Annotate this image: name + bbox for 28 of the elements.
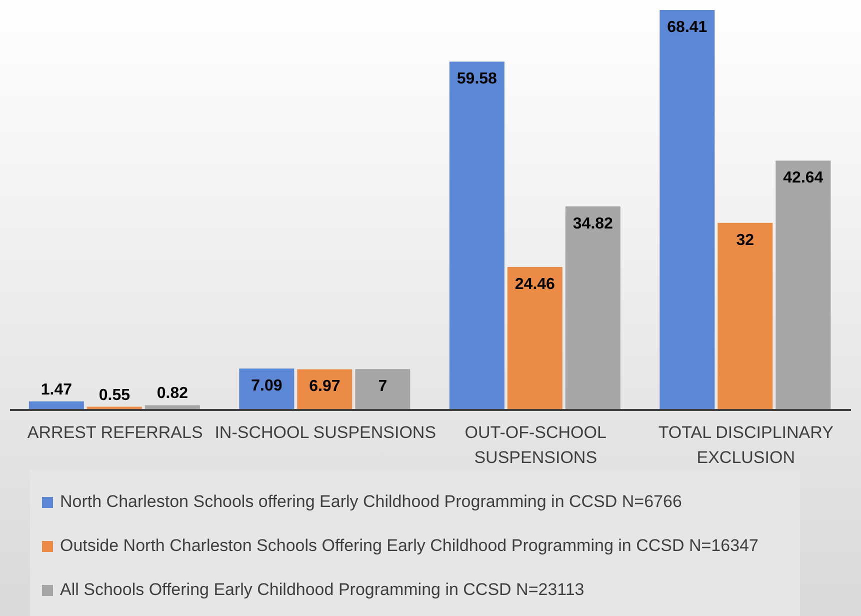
legend-label: All Schools Offering Early Childhood Programming in CCSD N=23113 — [60, 580, 584, 600]
data-label: 0.82 — [156, 385, 188, 402]
x-tick-label: ARREST REFERRALS — [27, 423, 203, 442]
bar — [507, 266, 562, 410]
data-label: 34.82 — [572, 215, 614, 232]
bar — [297, 369, 352, 410]
bar — [449, 62, 504, 410]
legend-label: North Charleston Schools offering Early Childhood Programming in CCSD N=6766 — [60, 492, 682, 512]
data-label: 59.58 — [456, 70, 498, 88]
data-label: 7.09 — [251, 378, 282, 395]
x-tick-label: OUT-OF-SCHOOL SUSPENSIONS — [464, 423, 606, 468]
bar — [355, 369, 410, 410]
bar — [718, 222, 773, 410]
legend-label: Outside North Charleston Schools Offering Early Childhood Programming in CCSD N=16347 — [60, 536, 758, 556]
x-tick-label: IN-SCHOOL SUSPENSIONS — [214, 423, 436, 442]
bar — [565, 206, 620, 410]
bar — [776, 160, 831, 410]
bar — [660, 10, 715, 410]
data-label: 68.41 — [667, 19, 708, 36]
data-label: 0.55 — [98, 386, 130, 404]
x-tick-label: TOTAL DISCIPLINARY EXCLUSION — [658, 423, 834, 468]
data-label: 24.46 — [514, 276, 556, 293]
data-label: 32 — [736, 232, 754, 249]
data-label: 6.97 — [309, 378, 340, 396]
bar — [239, 368, 294, 410]
data-label: 7 — [378, 378, 388, 396]
data-label: 42.64 — [783, 170, 824, 187]
data-label: 1.47 — [40, 381, 72, 398]
